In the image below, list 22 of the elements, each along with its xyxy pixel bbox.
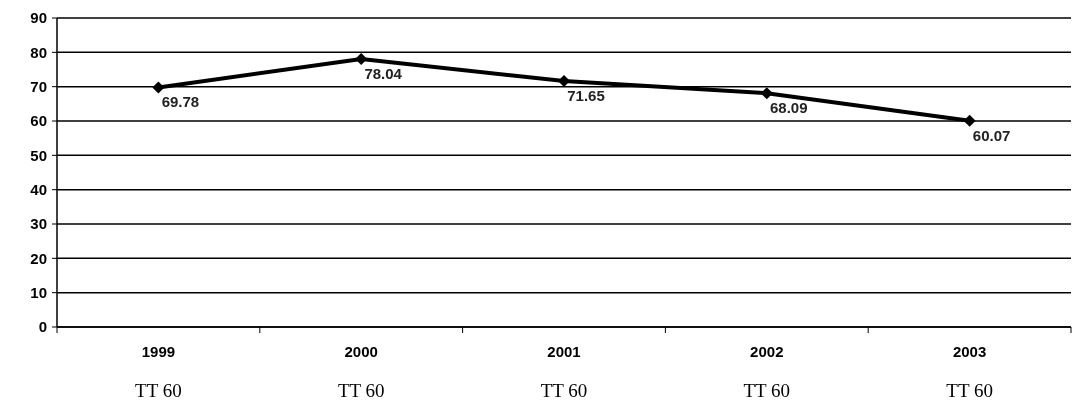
data-label: 71.65 [567,87,605,104]
y-tick-label: 60 [30,112,47,130]
y-tick-label: 10 [30,283,47,301]
category-label: 2000 TT 60 [337,343,385,401]
y-tick-label: 70 [30,77,47,95]
y-tick-label: 30 [30,215,47,233]
category-label: 2002 TT 60 [743,343,791,401]
y-tick-label: 90 [30,9,47,27]
category-label: 2001 TT 60 [540,343,588,401]
data-label: 68.09 [770,99,808,117]
y-tick-label: 80 [30,43,47,61]
y-tick-label: 40 [30,180,47,198]
category-label: 2003 TT 60 [946,343,993,401]
y-tick-label: 20 [30,249,47,267]
data-label: 78.04 [364,65,403,83]
point [152,81,165,94]
y-tick-label: 0 [38,318,47,336]
data-label: 60.07 [972,126,1011,144]
point [558,75,570,87]
y-tick-label: 50 [30,146,47,164]
category-label: 1999 TT 60 [135,343,182,401]
data-label: 69.78 [161,93,200,111]
